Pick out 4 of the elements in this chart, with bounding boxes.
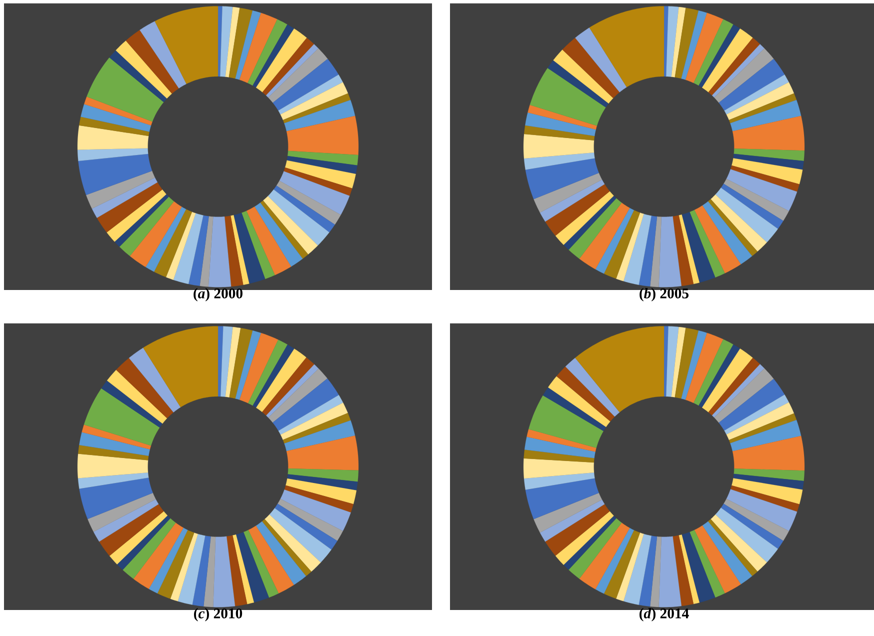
- text: (d) 2014: [640, 608, 689, 622]
- text: (a) 2000: [194, 288, 242, 302]
- text: (b) 2005: [640, 288, 689, 302]
- text: (c) 2010: [194, 608, 242, 622]
